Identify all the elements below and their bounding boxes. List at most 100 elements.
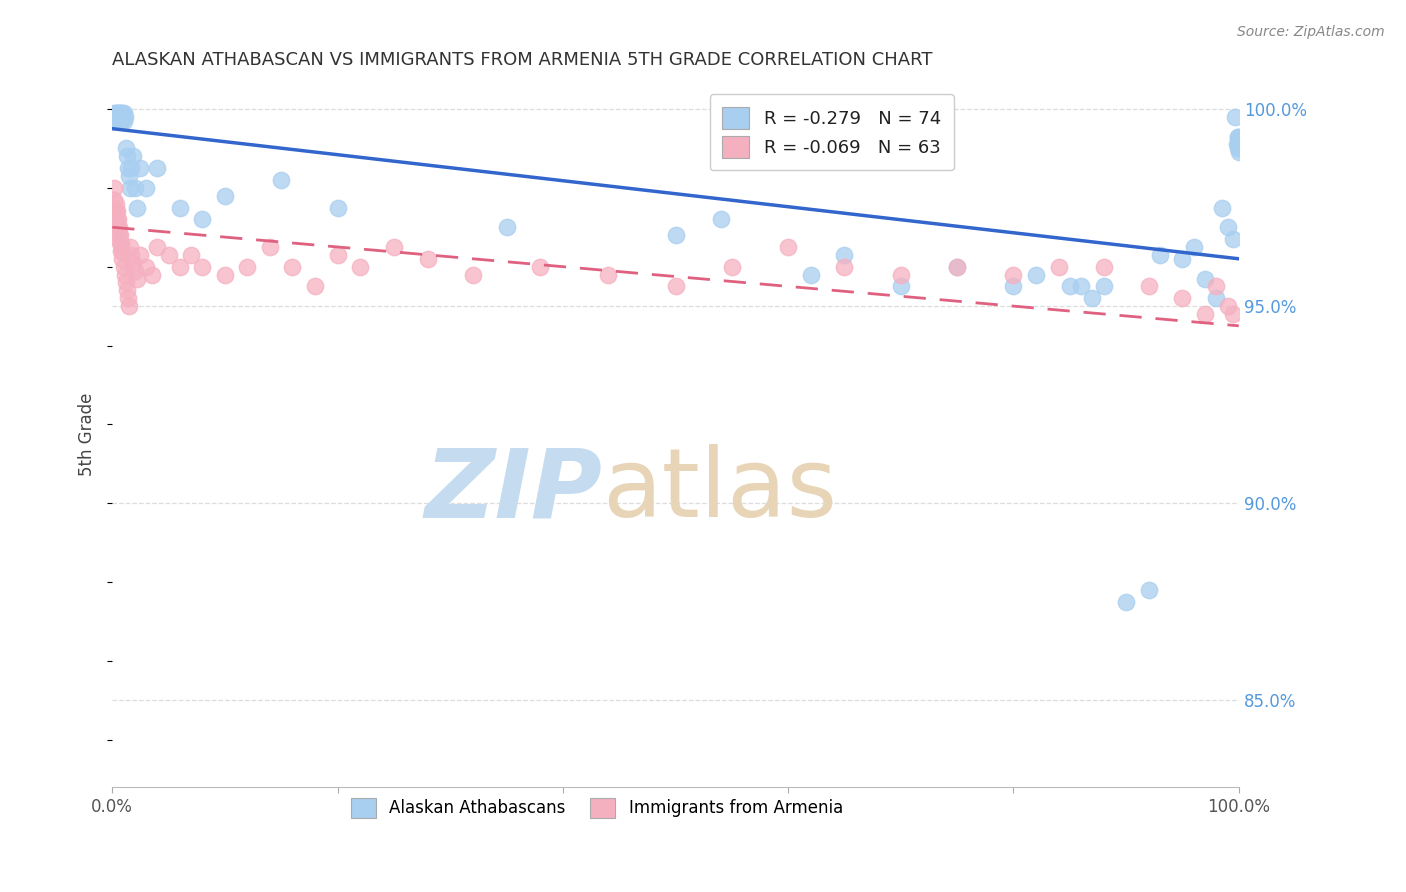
Point: [112, 113, 135, 128]
Point: [1047, 260, 1070, 274]
Point: [146, 161, 169, 175]
Point: [946, 260, 969, 274]
Point: [103, 181, 125, 195]
Point: [1182, 240, 1205, 254]
Point: [382, 240, 405, 254]
Point: [108, 106, 131, 120]
Point: [110, 106, 132, 120]
Point: [115, 149, 138, 163]
Point: [214, 268, 236, 282]
Point: [104, 113, 127, 128]
Point: [110, 113, 132, 128]
Point: [180, 248, 202, 262]
Point: [108, 113, 131, 128]
Point: [1216, 299, 1239, 313]
Point: [259, 240, 281, 254]
Point: [108, 106, 131, 120]
Point: [778, 240, 800, 254]
Point: [304, 279, 326, 293]
Point: [135, 260, 157, 274]
Point: [1194, 307, 1216, 321]
Point: [108, 235, 131, 250]
Point: [114, 268, 136, 282]
Point: [834, 248, 856, 262]
Legend: Alaskan Athabascans, Immigrants from Armenia: Alaskan Athabascans, Immigrants from Arm…: [344, 791, 849, 825]
Point: [1225, 137, 1247, 152]
Point: [1226, 129, 1249, 144]
Point: [114, 141, 136, 155]
Point: [115, 283, 138, 297]
Point: [157, 248, 180, 262]
Point: [129, 248, 152, 262]
Point: [1115, 595, 1137, 609]
Point: [834, 260, 856, 274]
Point: [1070, 279, 1092, 293]
Point: [103, 106, 125, 120]
Text: atlas: atlas: [602, 444, 838, 537]
Text: Source: ZipAtlas.com: Source: ZipAtlas.com: [1237, 25, 1385, 39]
Point: [111, 106, 134, 120]
Point: [105, 110, 128, 124]
Point: [103, 193, 125, 207]
Point: [664, 279, 686, 293]
Point: [124, 181, 146, 195]
Point: [108, 110, 131, 124]
Point: [800, 268, 823, 282]
Point: [1222, 307, 1244, 321]
Point: [1227, 141, 1250, 155]
Point: [110, 110, 132, 124]
Point: [104, 196, 127, 211]
Point: [141, 268, 163, 282]
Point: [124, 263, 146, 277]
Point: [103, 113, 125, 128]
Point: [125, 271, 148, 285]
Point: [118, 299, 141, 313]
Point: [461, 268, 484, 282]
Point: [104, 106, 127, 120]
Point: [120, 181, 142, 195]
Point: [529, 260, 551, 274]
Point: [107, 220, 129, 235]
Point: [1081, 291, 1104, 305]
Point: [1002, 268, 1025, 282]
Point: [108, 228, 131, 243]
Point: [112, 260, 135, 274]
Text: ALASKAN ATHABASCAN VS IMMIGRANTS FROM ARMENIA 5TH GRADE CORRELATION CHART: ALASKAN ATHABASCAN VS IMMIGRANTS FROM AR…: [112, 51, 932, 69]
Point: [281, 260, 304, 274]
Point: [103, 201, 125, 215]
Point: [1227, 137, 1250, 152]
Point: [1222, 232, 1244, 246]
Point: [214, 188, 236, 202]
Point: [326, 248, 349, 262]
Point: [946, 260, 969, 274]
Point: [117, 161, 139, 175]
Point: [1226, 137, 1249, 152]
Point: [105, 204, 128, 219]
Point: [721, 260, 744, 274]
Point: [108, 110, 131, 124]
Point: [118, 169, 141, 183]
Point: [1205, 279, 1227, 293]
Point: [416, 252, 439, 266]
Point: [1227, 129, 1250, 144]
Point: [120, 240, 142, 254]
Point: [108, 220, 131, 235]
Point: [236, 260, 259, 274]
Point: [709, 212, 731, 227]
Point: [1171, 252, 1194, 266]
Point: [146, 240, 169, 254]
Point: [111, 244, 134, 258]
Point: [107, 212, 129, 227]
Point: [169, 260, 191, 274]
Point: [1225, 110, 1247, 124]
Point: [1002, 279, 1025, 293]
Point: [105, 106, 128, 120]
Point: [1137, 582, 1160, 597]
Point: [1149, 248, 1171, 262]
Point: [114, 276, 136, 290]
Point: [1137, 279, 1160, 293]
Point: [105, 212, 128, 227]
Text: ZIP: ZIP: [425, 444, 602, 537]
Point: [107, 110, 129, 124]
Point: [120, 248, 142, 262]
